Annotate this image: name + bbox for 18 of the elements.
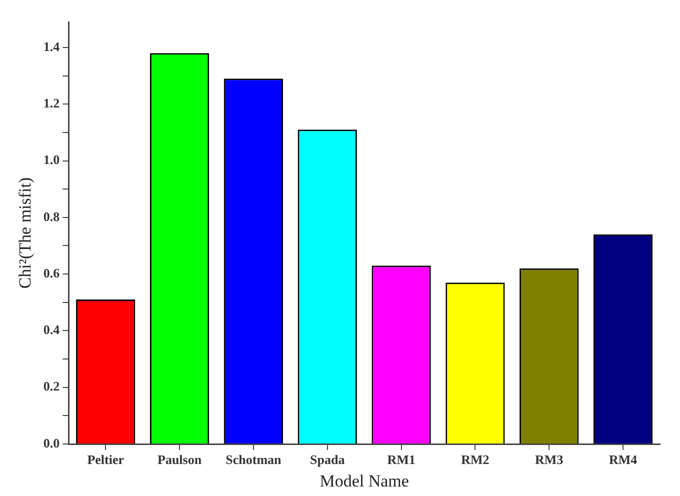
x-tick-label: Schotman [226,452,282,468]
x-tick-label: Paulson [157,452,202,468]
y-tick-label: 1.0 [43,152,60,168]
y-tick-label: 0.6 [43,265,60,280]
y-tick-label: 0.2 [43,378,60,394]
x-tick-label: RM3 [535,452,564,468]
x-axis-title: Model Name [320,471,409,490]
x-tick-label: RM4 [608,452,638,468]
x-tick-label: RM1 [387,452,416,468]
x-tick-label: RM2 [461,452,490,468]
y-axis-title: Chi²(The misfit) [16,177,35,289]
y-tick-label: 1.2 [43,95,60,110]
x-tick-label: Spada [310,452,346,468]
y-tick-label: 0.0 [43,435,60,450]
x-tick-label: Peltier [87,452,124,468]
y-tick-label: 1.4 [43,38,60,54]
y-tick-label: 0.8 [43,208,60,224]
y-tick-label: 0.4 [43,322,60,338]
